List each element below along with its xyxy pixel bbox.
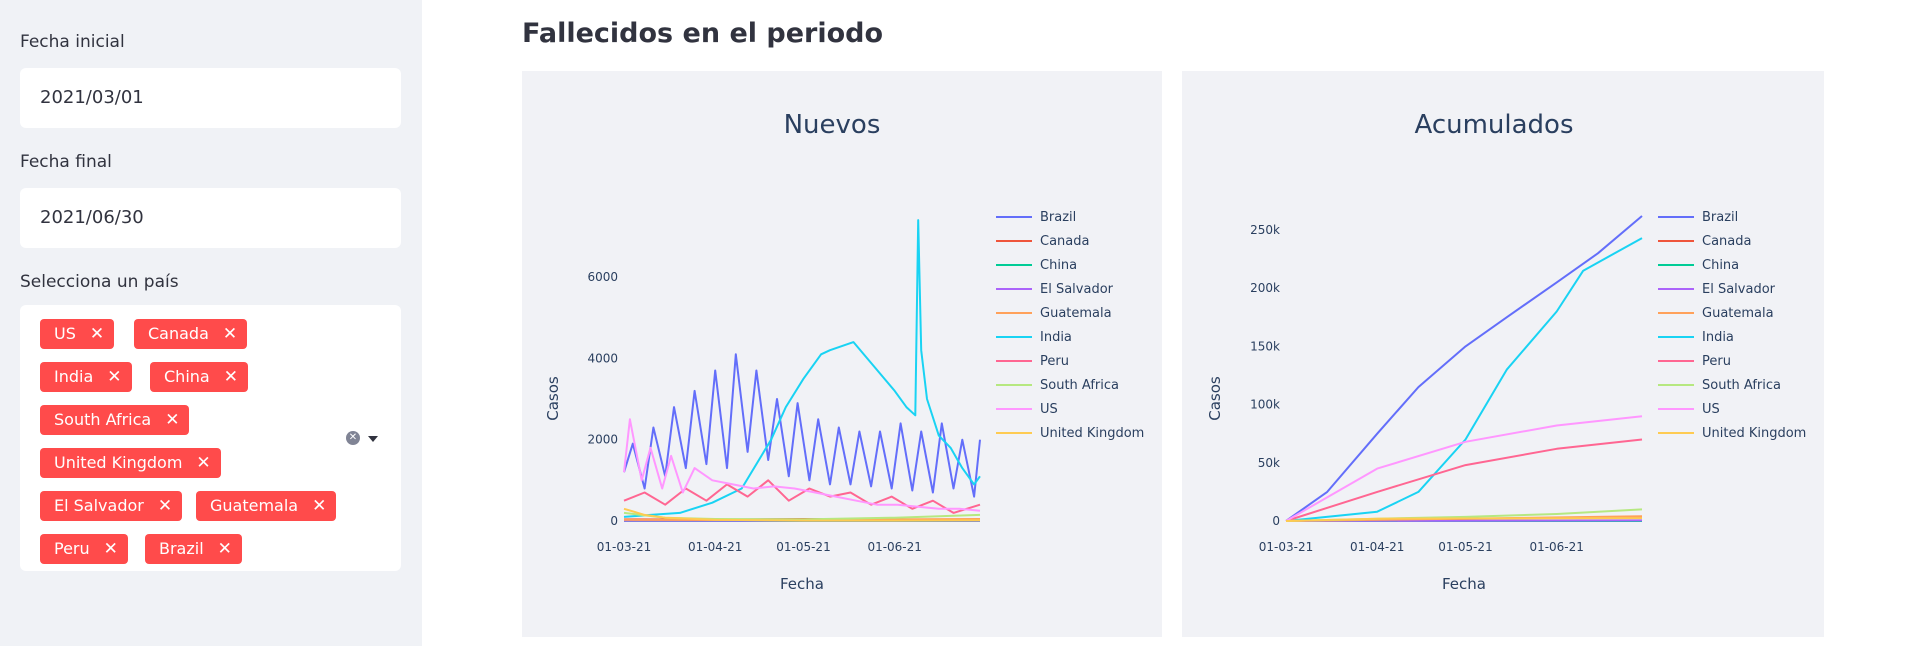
chart-title: Nuevos	[784, 110, 881, 140]
chart-acumulados: Acumulados 0 50k 100k 150k 200k 250k 01-03-21 01…	[1182, 71, 1824, 637]
y-tick-label: 0	[610, 514, 618, 528]
legend-item-us[interactable]: US	[1702, 402, 1720, 417]
legend-item-peru[interactable]: Peru	[1702, 354, 1731, 369]
x-tick-label: 01-04-21	[688, 540, 742, 554]
y-tick-label: 2000	[587, 433, 618, 447]
x-tick-label: 01-05-21	[776, 540, 830, 554]
legend-item-india[interactable]: India	[1702, 330, 1734, 345]
remove-icon[interactable]: ✕	[223, 367, 238, 387]
legend-item-peru[interactable]: Peru	[1040, 354, 1069, 369]
legend-item-united-kingdom[interactable]: United Kingdom	[1040, 426, 1144, 441]
series-line-india	[623, 219, 981, 518]
country-select-label: Selecciona un país	[20, 272, 179, 292]
clear-all-icon[interactable]: ✕	[346, 431, 360, 445]
end-date-label: Fecha final	[20, 152, 112, 172]
series-line-united-kingdom	[1285, 517, 1643, 522]
tag-label: China	[164, 367, 210, 386]
series-line-brazil	[1285, 215, 1643, 522]
y-axis-label: Casos	[1206, 376, 1224, 421]
x-tick-label: 01-05-21	[1438, 540, 1492, 554]
y-tick-label: 50k	[1258, 456, 1280, 470]
tag-label: Canada	[148, 324, 209, 343]
legend-item-el-salvador[interactable]: El Salvador	[1040, 282, 1114, 297]
legend-item-china[interactable]: China	[1702, 258, 1739, 273]
series-line-brazil	[623, 353, 981, 498]
end-date-input[interactable]: 2021/06/30	[20, 188, 401, 248]
tag-label: Peru	[54, 539, 90, 558]
sidebar: Fecha inicial 2021/03/01 Fecha final 202…	[0, 0, 422, 646]
x-tick-label: 01-06-21	[867, 540, 921, 554]
remove-icon[interactable]: ✕	[222, 324, 238, 344]
country-multiselect[interactable]: US ✕ Canada ✕ India ✕ China ✕ South Africa ✕ …	[20, 305, 401, 571]
tag-guatemala: Guatemala ✕	[196, 491, 337, 521]
series-line-us	[623, 418, 981, 512]
y-tick-label: 150k	[1250, 339, 1280, 353]
page-title: Fallecidos en el periodo	[522, 18, 884, 49]
tag-united-kingdom: United Kingdom ✕	[40, 448, 221, 478]
chart-svg: Nuevos 0 2000 4000 6000 01-03-21 01-04-21 01-05…	[544, 110, 1144, 593]
remove-icon[interactable]: ✕	[107, 367, 122, 387]
chevron-down-icon[interactable]	[368, 436, 378, 442]
x-tick-label: 01-03-21	[1259, 540, 1313, 554]
y-tick-label: 4000	[587, 351, 618, 365]
remove-icon[interactable]: ✕	[165, 410, 180, 430]
y-tick-label: 200k	[1250, 281, 1280, 295]
x-tick-label: 01-06-21	[1529, 540, 1583, 554]
legend-item-china[interactable]: China	[1040, 258, 1077, 273]
tag-label: India	[54, 367, 94, 386]
tag-china: China ✕	[150, 362, 248, 392]
tag-label: El Salvador	[54, 496, 144, 515]
chart-nuevos: Nuevos 0 2000 4000 6000 01-03-21 01-04-21 01-05…	[522, 71, 1162, 637]
y-tick-label: 250k	[1250, 223, 1280, 237]
y-tick-label: 0	[1272, 514, 1280, 528]
tag-india: India ✕	[40, 362, 132, 392]
tag-label: United Kingdom	[54, 453, 183, 472]
tag-label: Brazil	[159, 539, 204, 558]
remove-icon[interactable]: ✕	[217, 539, 232, 559]
legend-item-united-kingdom[interactable]: United Kingdom	[1702, 426, 1806, 441]
tag-south-africa: South Africa ✕	[40, 405, 190, 435]
start-date-label: Fecha inicial	[20, 32, 125, 52]
legend-item-brazil[interactable]: Brazil	[1040, 210, 1076, 225]
tag-label: South Africa	[54, 410, 152, 429]
start-date-input[interactable]: 2021/03/01	[20, 68, 401, 128]
y-tick-label: 6000	[587, 270, 618, 284]
y-tick-label: 100k	[1250, 398, 1280, 412]
remove-icon[interactable]: ✕	[196, 453, 211, 473]
x-tick-label: 01-03-21	[597, 540, 651, 554]
tag-us: US ✕	[40, 319, 115, 349]
x-axis-label: Fecha	[1442, 575, 1486, 593]
series-line-united-kingdom	[623, 507, 981, 522]
remove-icon[interactable]: ✕	[157, 496, 173, 516]
series-line-india	[1285, 237, 1643, 522]
tag-label: Guatemala	[210, 496, 299, 515]
chart-svg: Acumulados 0 50k 100k 150k 200k 250k 01-03-21 01…	[1206, 110, 1806, 593]
tag-peru: Peru ✕	[40, 534, 128, 564]
legend-item-south-africa[interactable]: South Africa	[1702, 378, 1781, 393]
remove-icon[interactable]: ✕	[89, 324, 105, 344]
series-line-us	[1285, 415, 1643, 522]
legend-item-guatemala[interactable]: Guatemala	[1702, 306, 1774, 321]
legend-item-canada[interactable]: Canada	[1702, 234, 1751, 249]
legend-item-us[interactable]: US	[1040, 402, 1058, 417]
legend-item-guatemala[interactable]: Guatemala	[1040, 306, 1112, 321]
series-line-peru	[1285, 438, 1643, 522]
legend-item-brazil[interactable]: Brazil	[1702, 210, 1738, 225]
tag-brazil: Brazil ✕	[145, 534, 242, 564]
x-axis-label: Fecha	[780, 575, 824, 593]
y-axis-label: Casos	[544, 376, 562, 421]
chart-title: Acumulados	[1414, 110, 1573, 140]
x-tick-label: 01-04-21	[1350, 540, 1404, 554]
remove-icon[interactable]: ✕	[103, 539, 118, 559]
legend-item-el-salvador[interactable]: El Salvador	[1702, 282, 1776, 297]
tag-canada: Canada ✕	[134, 319, 248, 349]
legend-item-india[interactable]: India	[1040, 330, 1072, 345]
legend-item-canada[interactable]: Canada	[1040, 234, 1089, 249]
remove-icon[interactable]: ✕	[312, 496, 327, 516]
tag-el-salvador: El Salvador ✕	[40, 491, 183, 521]
legend-item-south-africa[interactable]: South Africa	[1040, 378, 1119, 393]
tag-label: US	[54, 324, 76, 343]
